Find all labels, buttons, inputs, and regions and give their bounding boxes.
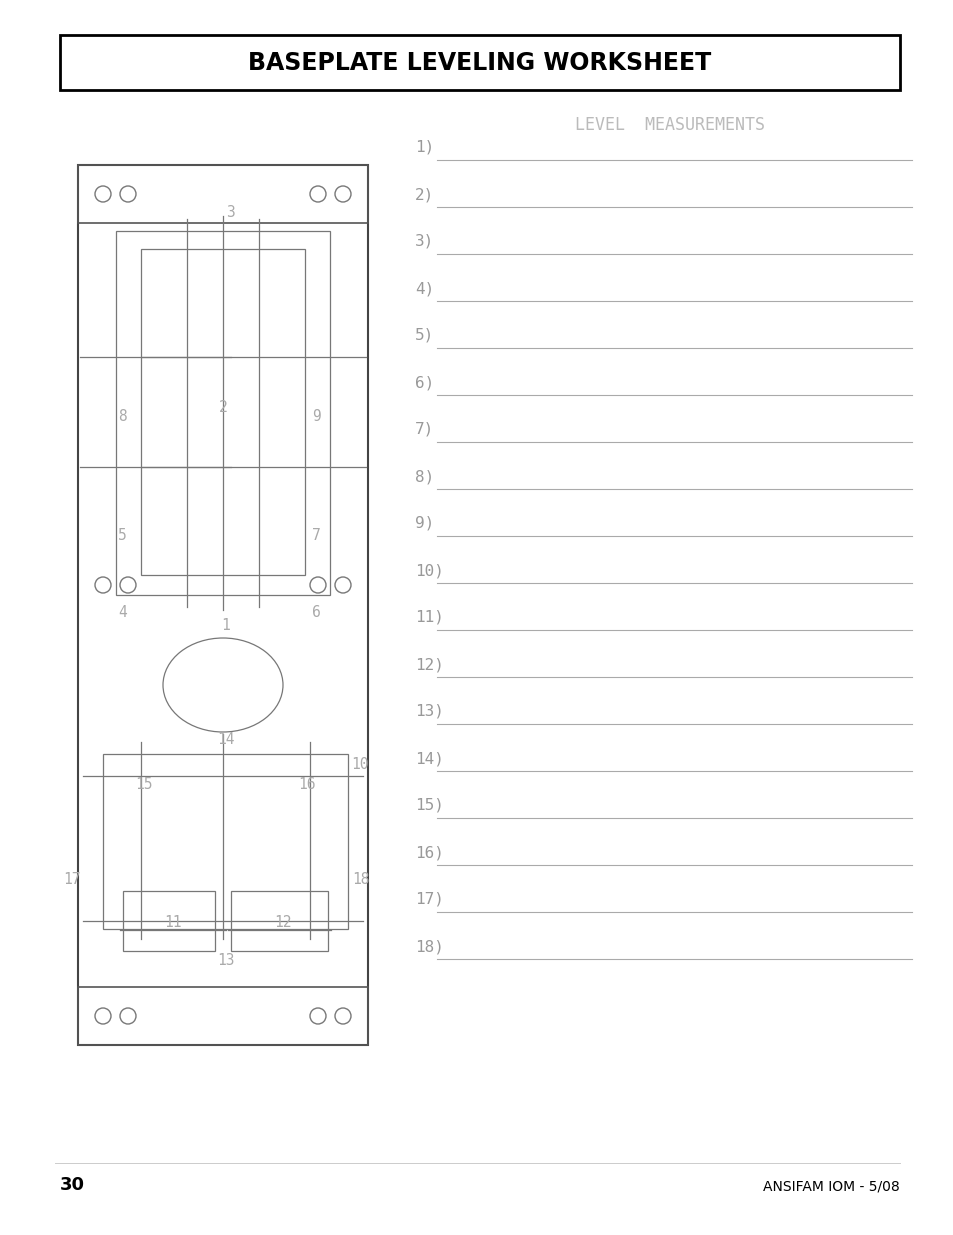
Bar: [78, 165, 368, 224]
Text: 16): 16): [415, 845, 443, 860]
Text: ANSIFAM IOM - 5/08: ANSIFAM IOM - 5/08: [762, 1179, 899, 1193]
Text: 10): 10): [415, 563, 443, 578]
Bar: [141, 249, 305, 576]
Text: 5): 5): [415, 329, 434, 343]
Text: 7): 7): [415, 422, 434, 437]
Text: 8): 8): [415, 469, 434, 484]
Bar: [103, 755, 348, 929]
Text: 6: 6: [312, 605, 320, 620]
Text: 9: 9: [312, 409, 320, 424]
Text: 16: 16: [297, 777, 315, 792]
Text: 15): 15): [415, 798, 443, 813]
Text: 7: 7: [312, 529, 320, 543]
Text: 2: 2: [219, 400, 228, 415]
Text: 2): 2): [415, 186, 434, 203]
Text: 1: 1: [221, 618, 230, 634]
Bar: [78, 165, 368, 1045]
Bar: [60, 35, 899, 90]
Bar: [231, 890, 328, 951]
Text: 9): 9): [415, 516, 434, 531]
Text: 13: 13: [216, 953, 234, 968]
Text: 14): 14): [415, 751, 443, 766]
Text: 17): 17): [415, 892, 443, 906]
Text: 13): 13): [415, 704, 443, 719]
Text: 4): 4): [415, 282, 434, 296]
Text: 17: 17: [63, 872, 80, 887]
Text: 5: 5: [118, 529, 127, 543]
Text: 12: 12: [274, 915, 292, 930]
Text: 1): 1): [415, 140, 434, 156]
Text: 15: 15: [135, 777, 152, 792]
Text: 11: 11: [164, 915, 181, 930]
Bar: [123, 890, 214, 951]
Text: 8: 8: [118, 409, 127, 424]
Text: LEVEL  MEASUREMENTS: LEVEL MEASUREMENTS: [575, 116, 764, 135]
Text: 3: 3: [226, 205, 234, 220]
Text: 3): 3): [415, 233, 434, 249]
Text: 11): 11): [415, 610, 443, 625]
Text: 10: 10: [351, 757, 368, 772]
Text: 18: 18: [352, 872, 369, 887]
Text: 18): 18): [415, 939, 443, 953]
Text: 12): 12): [415, 657, 443, 672]
Text: 30: 30: [60, 1176, 85, 1194]
Bar: [116, 231, 330, 595]
Text: BASEPLATE LEVELING WORKSHEET: BASEPLATE LEVELING WORKSHEET: [248, 51, 711, 74]
Bar: [78, 987, 368, 1045]
Text: 14: 14: [216, 732, 234, 747]
Text: 6): 6): [415, 375, 434, 390]
Text: 4: 4: [118, 605, 127, 620]
